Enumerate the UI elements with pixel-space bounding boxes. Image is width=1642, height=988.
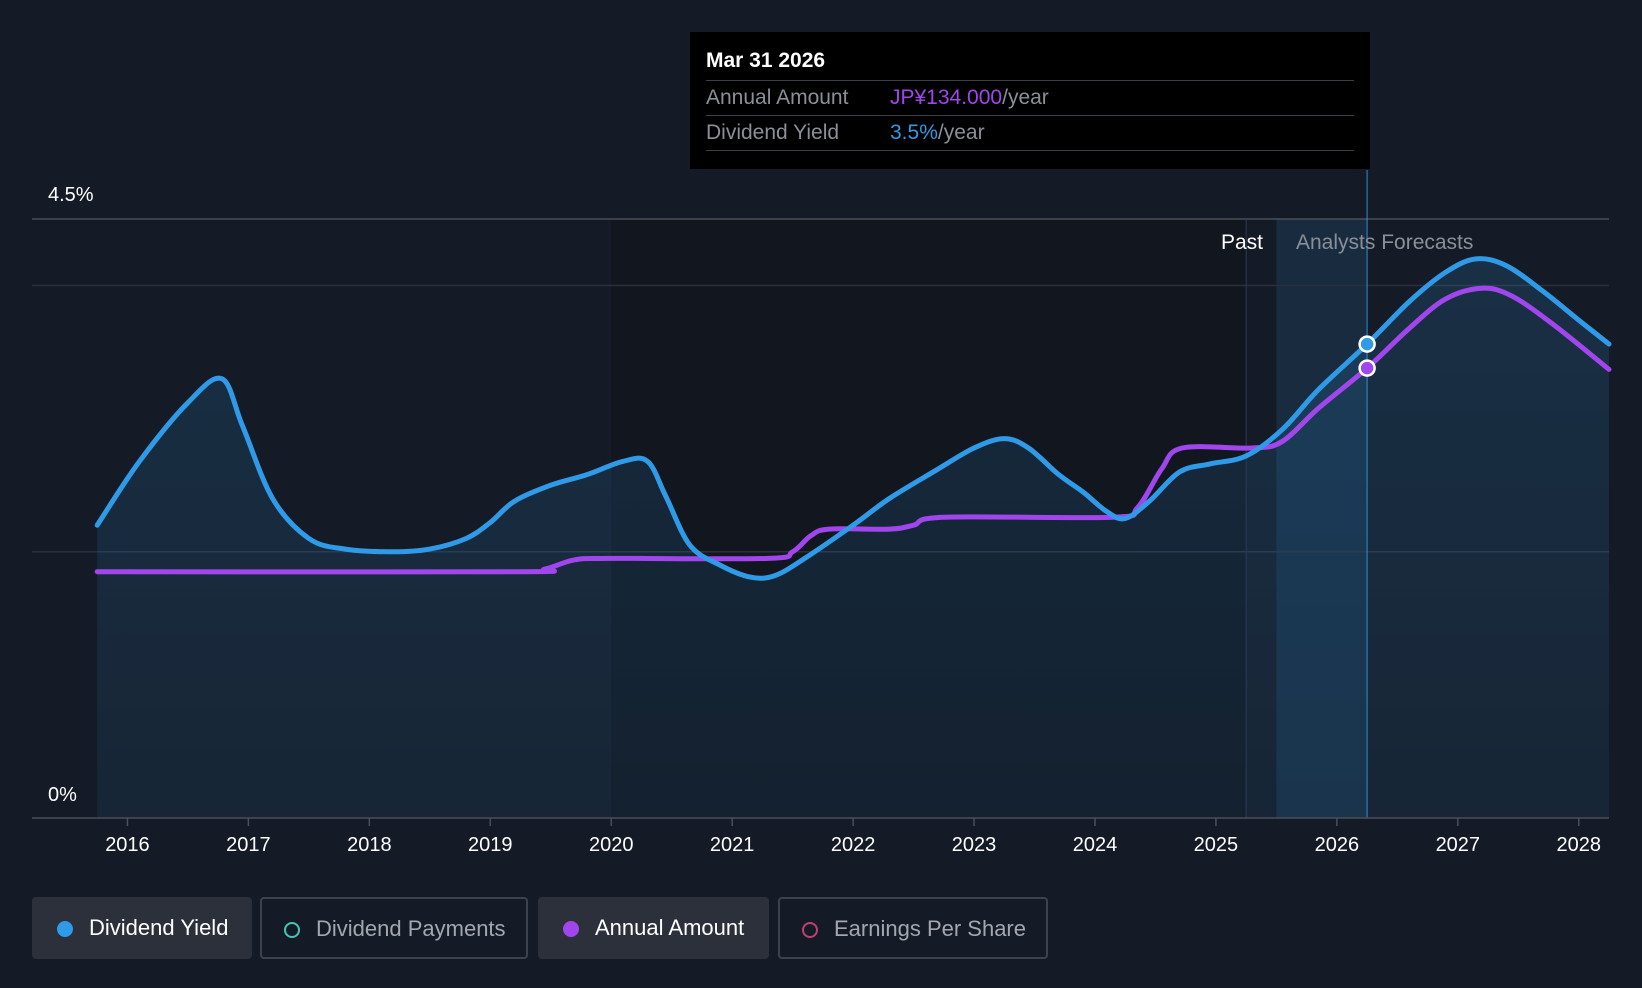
legend-label: Dividend Payments — [316, 916, 506, 941]
y-tick-top: 4.5% — [48, 184, 94, 206]
x-tick-label: 2020 — [589, 834, 634, 856]
x-tick-label: 2026 — [1315, 834, 1360, 856]
highlight-markers — [1358, 335, 1376, 377]
annual-amount-marker — [1358, 359, 1376, 377]
x-tick-label: 2016 — [105, 834, 150, 856]
x-tick-label: 2018 — [347, 834, 392, 856]
legend-dot-icon — [284, 922, 300, 938]
tooltip-date: Mar 31 2026 — [706, 46, 1354, 81]
legend-label: Dividend Yield — [89, 915, 229, 940]
y-tick-bottom: 0% — [48, 784, 77, 806]
legend-label: Annual Amount — [595, 915, 745, 940]
x-tick-label: 2023 — [952, 834, 997, 856]
tooltip-unit: /year — [1002, 86, 1049, 109]
past-label: Past — [1221, 231, 1263, 254]
forecast-label: Analysts Forecasts — [1296, 231, 1473, 254]
legend-label: Earnings Per Share — [834, 916, 1026, 941]
tooltip-row-yield: Dividend Yield 3.5%/year — [706, 116, 1354, 151]
x-tick-label: 2022 — [831, 834, 876, 856]
dividend-yield-marker — [1358, 335, 1376, 353]
tooltip-label: Dividend Yield — [706, 121, 840, 144]
tooltip-row-annual: Annual Amount JP¥134.000/year — [706, 81, 1354, 116]
x-tick-label: 2028 — [1557, 834, 1602, 856]
dividend-yield-line — [94, 256, 1612, 581]
series-lines — [94, 256, 1612, 581]
x-tick-label: 2017 — [226, 834, 271, 856]
x-tick-label: 2019 — [468, 834, 513, 856]
x-tick-label: 2025 — [1194, 834, 1239, 856]
tooltip: Mar 31 2026 Annual Amount JP¥134.000/year… — [690, 32, 1370, 169]
legend-annual-amount[interactable]: Annual Amount — [538, 897, 769, 959]
legend-dividend-payments[interactable]: Dividend Payments — [260, 897, 528, 959]
yield-area — [97, 258, 1610, 818]
x-tick-label: 2027 — [1436, 834, 1481, 856]
tooltip-value: 3.5% — [890, 121, 938, 144]
legend-dividend-yield[interactable]: Dividend Yield — [32, 897, 252, 959]
tooltip-label: Annual Amount — [706, 86, 849, 109]
x-axis: 2016 2017 2018 2019 2020 2021 2022 2023 2024 2025… — [32, 817, 1609, 856]
tooltip-unit: /year — [937, 121, 985, 144]
legend-dot-icon — [563, 921, 579, 937]
x-tick-label: 2021 — [710, 834, 755, 856]
annual-amount-line — [94, 285, 1612, 575]
tooltip-value: JP¥134.000 — [890, 86, 1003, 109]
x-tick-label: 2024 — [1073, 834, 1118, 856]
legend-earnings-per-share[interactable]: Earnings Per Share — [778, 897, 1048, 959]
legend-dot-icon — [802, 922, 818, 938]
legend-dot-icon — [57, 921, 73, 937]
